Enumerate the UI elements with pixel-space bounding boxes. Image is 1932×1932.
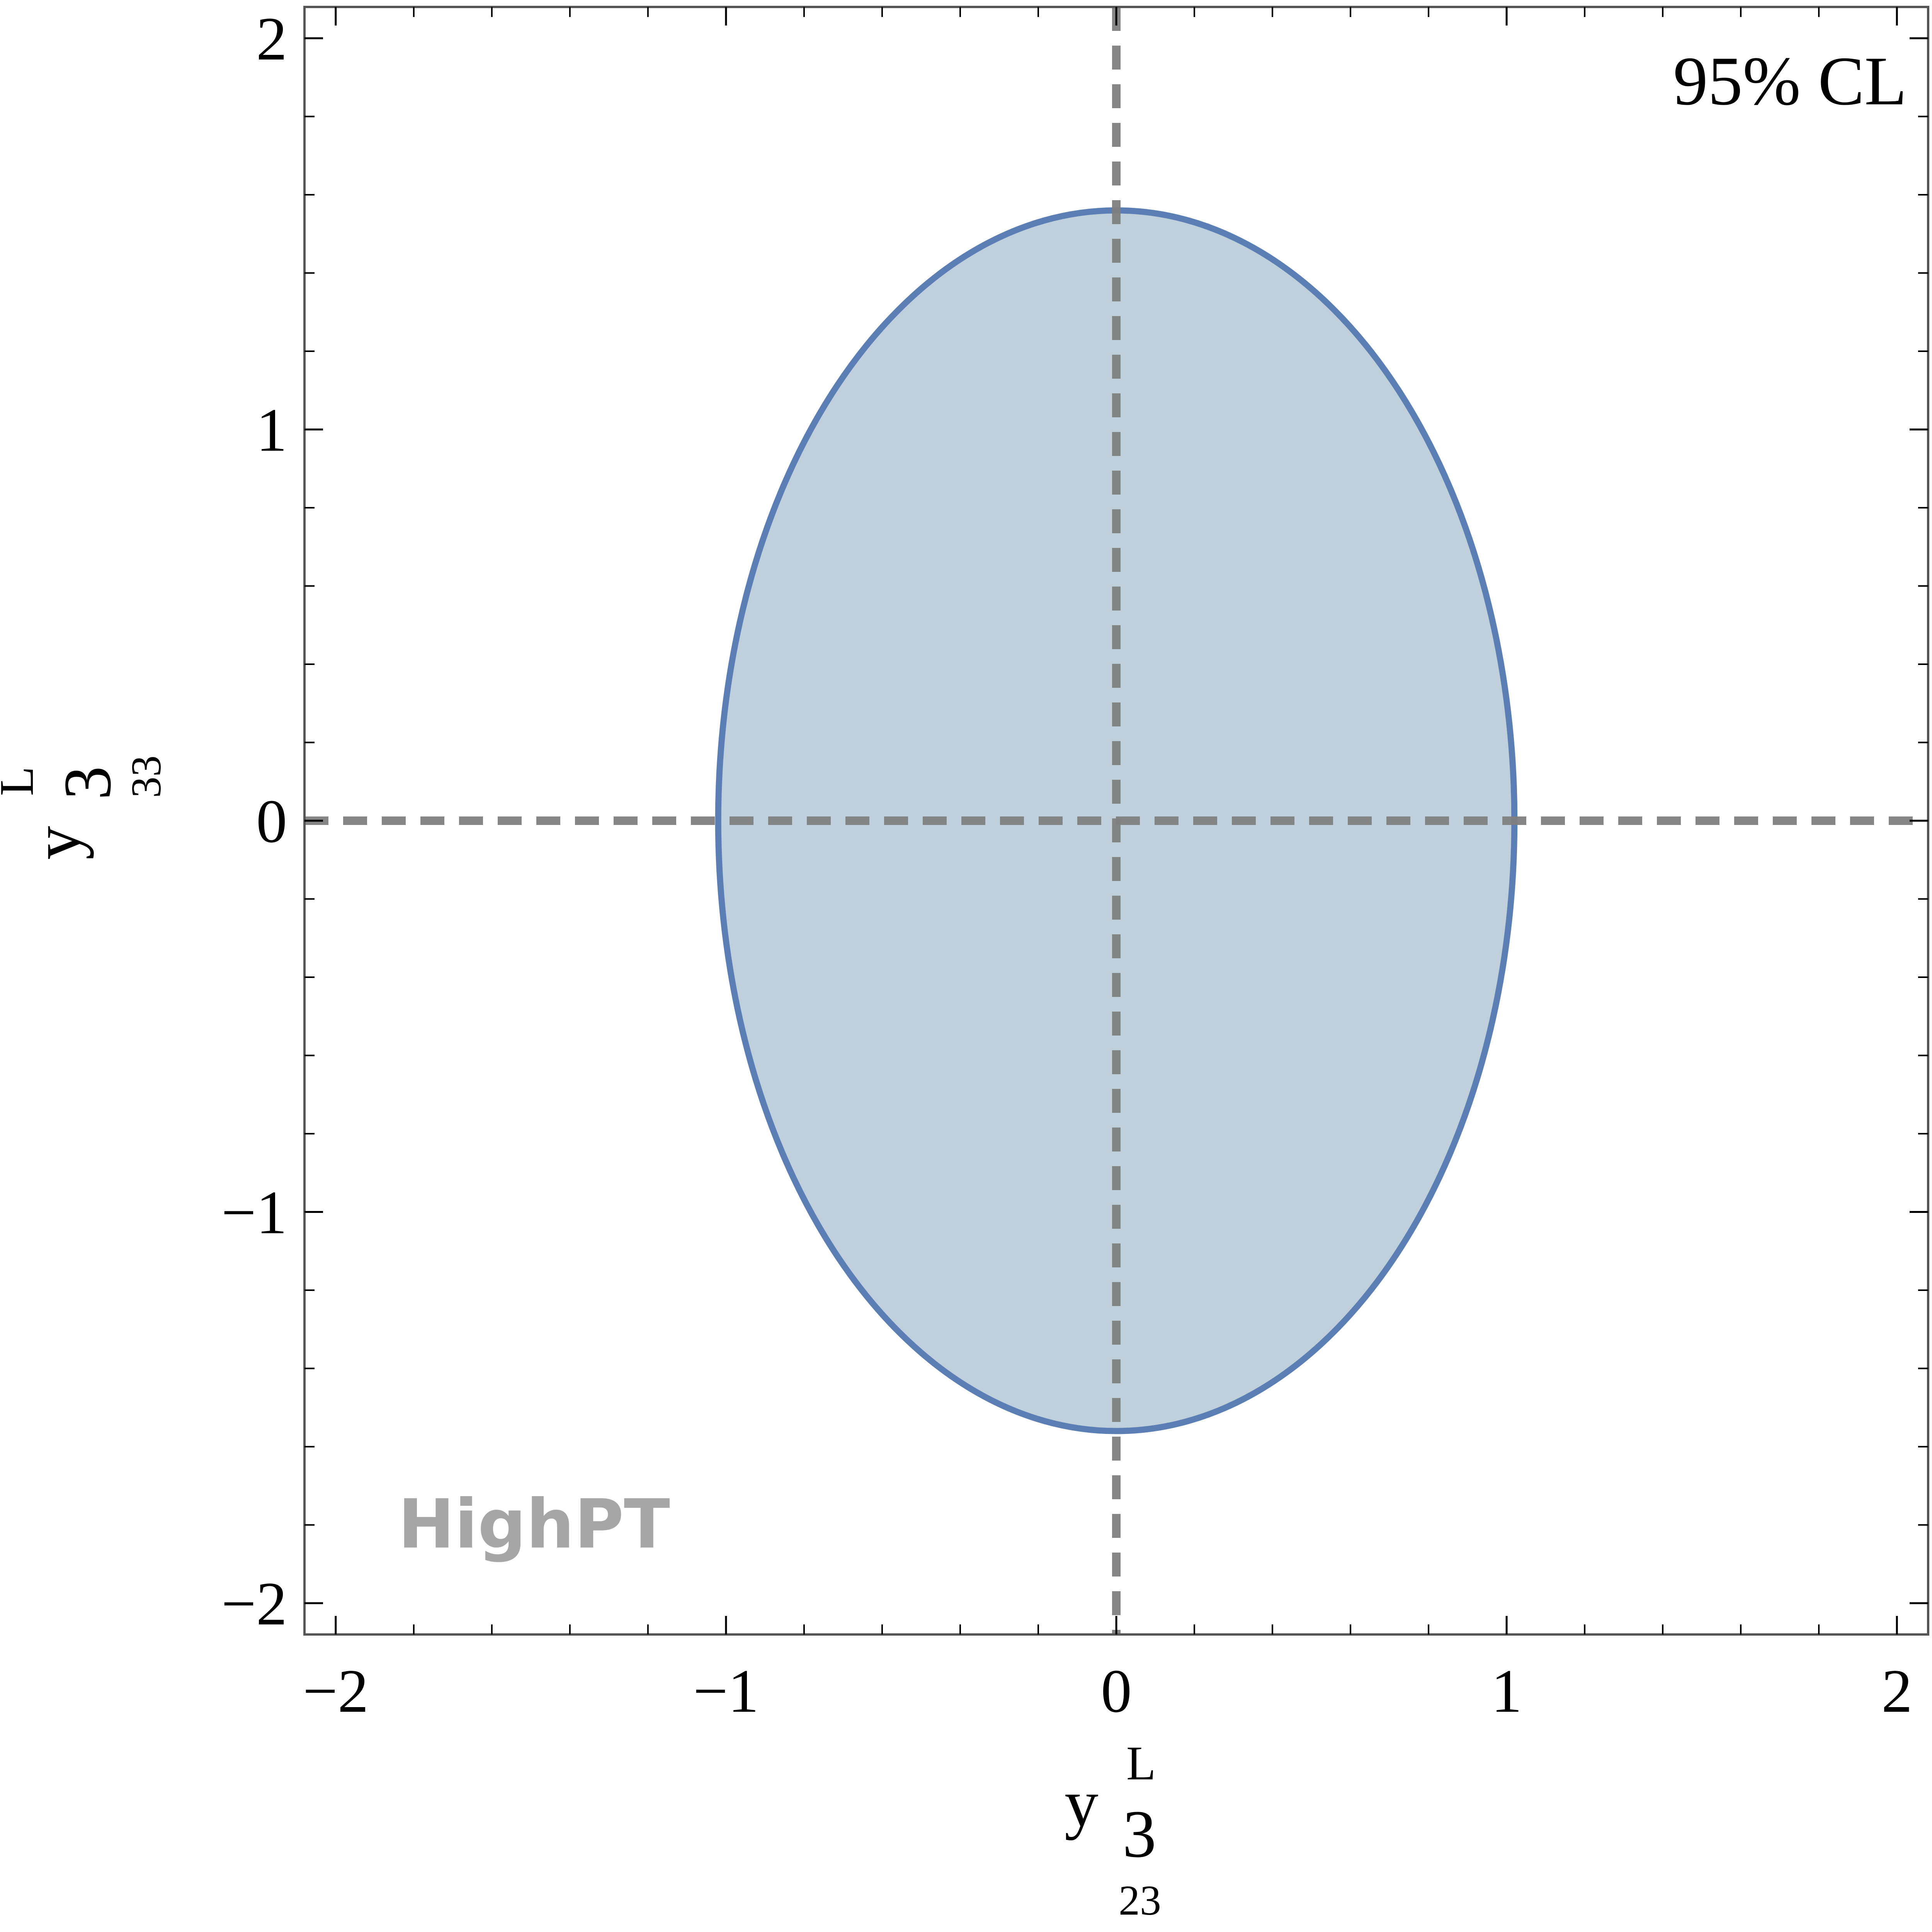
x-axis-label-sup-sub: 3 — [1122, 1796, 1156, 1871]
watermark-logo: HighPT — [398, 1485, 670, 1564]
x-tick-label: −1 — [693, 1656, 759, 1725]
y-tick-label: 1 — [256, 396, 287, 464]
x-tick-label: 1 — [1491, 1656, 1522, 1725]
y-axis-label-sub: 33 — [122, 755, 170, 798]
x-axis-label-sub: 23 — [1119, 1877, 1161, 1924]
y-tick-label: 2 — [256, 4, 287, 73]
y-axis-label-sup: L — [0, 767, 44, 796]
y-axis-label-main: y — [19, 826, 94, 860]
x-tick-label: −2 — [303, 1656, 369, 1725]
ticks — [304, 7, 1928, 1634]
x-tick-label: 0 — [1101, 1656, 1132, 1725]
plot-area — [303, 6, 1929, 1636]
y-tick-label: −1 — [221, 1178, 287, 1247]
y-axis-label-sup-sub: 3 — [50, 766, 125, 800]
x-tick-label: 2 — [1881, 1656, 1912, 1725]
x-axis-label-sup: L — [1126, 1737, 1156, 1790]
y-tick-label: −2 — [221, 1569, 287, 1638]
y-tick-label: 0 — [256, 787, 287, 855]
tick-labels: −2 −1 0 1 2 −2 −1 0 1 2 — [221, 4, 1912, 1725]
x-axis-label-main: y — [1065, 1765, 1099, 1840]
y-axis-label: y L 3 33 — [0, 755, 170, 860]
x-axis-label: y L 3 23 — [1065, 1737, 1161, 1924]
annotation-label: 95% CL — [1673, 43, 1907, 119]
